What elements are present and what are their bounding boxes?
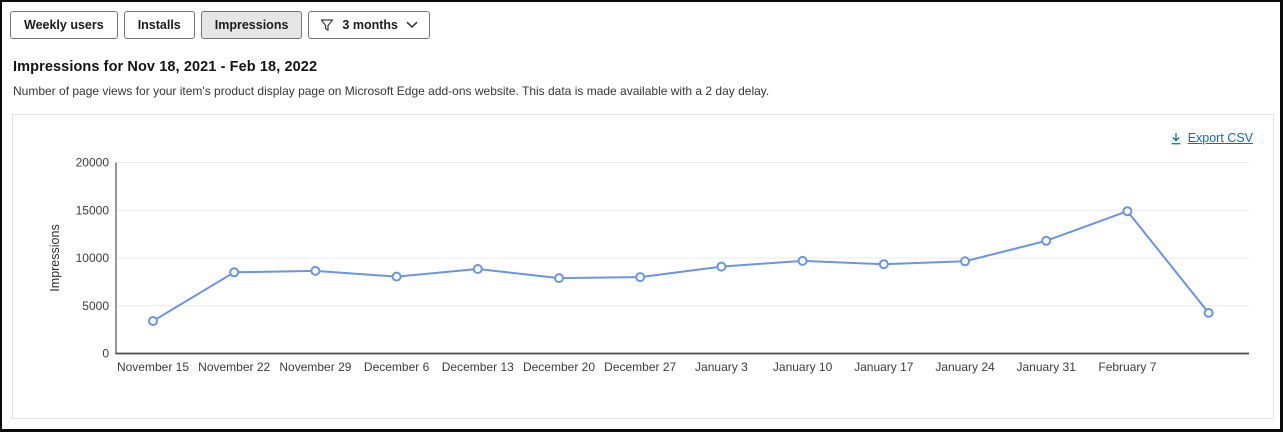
metrics-toolbar: Weekly users Installs Impressions 3 months <box>10 11 430 39</box>
data-point[interactable] <box>635 272 646 283</box>
y-tick-label: 5000 <box>82 299 109 313</box>
x-tick-label: December 27 <box>604 360 676 374</box>
x-tick-label: January 17 <box>854 360 914 374</box>
x-tick-label: December 20 <box>523 360 595 374</box>
data-point[interactable] <box>391 271 402 282</box>
y-tick-label: 10000 <box>76 251 110 265</box>
tab-weekly-users[interactable]: Weekly users <box>10 11 118 39</box>
impressions-line-chart: 0 5000 10000 15000 20000 November 15 November … <box>48 156 1249 374</box>
chevron-down-icon <box>406 21 418 29</box>
x-tick-label: January 3 <box>695 360 748 374</box>
x-tick-label: January 10 <box>773 360 833 374</box>
y-tick-label: 20000 <box>76 156 110 170</box>
data-point[interactable] <box>310 265 321 276</box>
data-point[interactable] <box>472 264 483 274</box>
tab-impressions[interactable]: Impressions <box>200 11 303 39</box>
x-tick-label: November 29 <box>279 360 351 374</box>
x-tick-label: November 15 <box>117 360 189 374</box>
x-tick-label: December 13 <box>442 360 514 374</box>
x-tick-label: November 22 <box>198 360 270 374</box>
data-point[interactable] <box>229 267 240 278</box>
data-point[interactable] <box>1203 307 1214 318</box>
data-point[interactable] <box>716 261 727 272</box>
y-tick-label: 15000 <box>76 203 110 217</box>
data-point[interactable] <box>960 256 970 267</box>
page-title: Impressions for Nov 18, 2021 - Feb 18, 2… <box>13 59 318 75</box>
page-description: Number of page views for your item's pro… <box>13 84 770 98</box>
x-tick-label: January 24 <box>935 360 995 374</box>
data-point[interactable] <box>1041 235 1052 246</box>
data-point[interactable] <box>797 255 808 266</box>
chart-card: Export CSV 0 5000 10000 15000 20000 November … <box>12 114 1274 419</box>
export-csv-label: Export CSV <box>1187 131 1253 145</box>
export-csv-link[interactable]: Export CSV <box>1170 131 1253 145</box>
data-point[interactable] <box>878 259 889 270</box>
filter-funnel-icon <box>321 19 334 31</box>
data-point[interactable] <box>1122 206 1133 217</box>
download-icon <box>1171 132 1181 144</box>
time-range-filter-dropdown[interactable]: 3 months <box>308 11 430 39</box>
data-point[interactable] <box>148 316 158 326</box>
filter-label: 3 months <box>342 18 398 32</box>
x-tick-label: January 31 <box>1017 360 1077 374</box>
y-tick-label: 0 <box>102 347 109 361</box>
x-tick-label: February 7 <box>1098 360 1156 374</box>
series-line <box>152 210 1210 322</box>
y-axis-title: Impressions <box>48 224 62 291</box>
data-point[interactable] <box>554 273 564 284</box>
tab-installs[interactable]: Installs <box>123 11 195 39</box>
x-tick-label: December 6 <box>364 360 430 374</box>
